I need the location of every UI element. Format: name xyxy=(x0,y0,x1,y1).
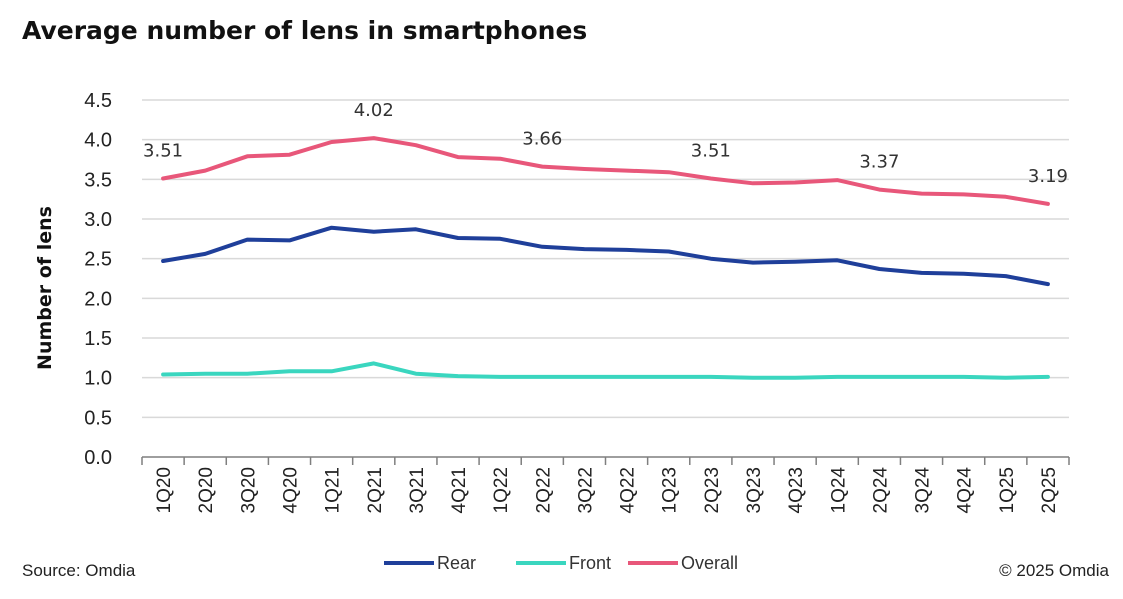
x-tick-label: 2Q25 xyxy=(1039,467,1060,513)
y-tick-label: 3.5 xyxy=(84,169,112,191)
data-label: 3.66 xyxy=(522,129,562,150)
x-tick-label: 2Q22 xyxy=(533,467,554,513)
y-axis-label: Number of lens xyxy=(34,206,56,370)
x-tick-label: 3Q23 xyxy=(744,467,765,513)
x-tick-label: 4Q21 xyxy=(449,467,470,513)
y-tick-label: 4.5 xyxy=(84,90,112,112)
x-tick-label: 2Q24 xyxy=(870,467,891,514)
y-tick-label: 1.0 xyxy=(84,368,112,390)
chart-title: Average number of lens in smartphones xyxy=(22,16,588,45)
legend-label-rear: Rear xyxy=(437,553,476,573)
series-line-front xyxy=(161,361,1050,380)
series-lines xyxy=(161,136,1050,380)
gridlines xyxy=(142,99,1069,419)
data-label: 3.51 xyxy=(691,141,731,162)
x-tick-label: 1Q21 xyxy=(323,467,344,513)
data-label: 4.02 xyxy=(354,100,394,121)
legend-label-overall: Overall xyxy=(681,553,738,573)
y-tick-label: 0.5 xyxy=(84,407,112,429)
y-tick-label: 2.0 xyxy=(84,288,112,310)
x-tick-label: 4Q20 xyxy=(280,467,301,513)
series-line-rear xyxy=(161,225,1050,287)
legend: Rear Front Overall xyxy=(384,553,738,573)
x-tick-label: 3Q21 xyxy=(407,467,428,513)
legend-label-front: Front xyxy=(569,553,611,573)
x-tick-label: 2Q20 xyxy=(196,467,217,513)
x-axis: 1Q20 2Q20 3Q20 4Q20 1Q21 2Q21 3Q21 4Q21 1Q22 2Q22… xyxy=(141,456,1070,514)
x-tick-label: 4Q24 xyxy=(955,467,976,514)
x-tick-label: 3Q22 xyxy=(575,467,596,513)
x-tick-label: 4Q22 xyxy=(618,467,639,513)
y-tick-label: 1.5 xyxy=(84,328,112,350)
x-tick-label: 3Q20 xyxy=(238,467,259,513)
y-tick-label: 0.0 xyxy=(84,447,112,469)
series-line-overall xyxy=(161,136,1050,206)
x-tick-label: 3Q24 xyxy=(913,467,934,514)
source-note: Source: Omdia xyxy=(22,561,136,580)
x-tick-label: 1Q20 xyxy=(154,467,175,513)
x-tick-label: 1Q25 xyxy=(997,467,1018,513)
x-tick-label: 2Q23 xyxy=(702,467,723,513)
y-tick-label: 3.0 xyxy=(84,209,112,231)
x-tick-label: 4Q23 xyxy=(786,467,807,513)
copyright-note: © 2025 Omdia xyxy=(999,561,1109,580)
x-tick-label: 2Q21 xyxy=(365,467,386,513)
y-tick-label: 2.5 xyxy=(84,249,112,271)
y-tick-label: 4.0 xyxy=(84,130,112,152)
data-label: 3.19 xyxy=(1028,166,1068,187)
data-label: 3.37 xyxy=(859,152,899,173)
data-labels: 3.51 4.02 3.66 3.51 3.37 3.19 xyxy=(143,100,1068,187)
x-tick-label: 1Q22 xyxy=(491,467,512,513)
y-axis-ticks: 0.0 0.5 1.0 1.5 2.0 2.5 3.0 3.5 4.0 4.5 xyxy=(84,90,112,469)
data-label: 3.51 xyxy=(143,141,183,162)
x-tick-label: 1Q24 xyxy=(828,467,849,514)
x-tick-label: 1Q23 xyxy=(660,467,681,513)
